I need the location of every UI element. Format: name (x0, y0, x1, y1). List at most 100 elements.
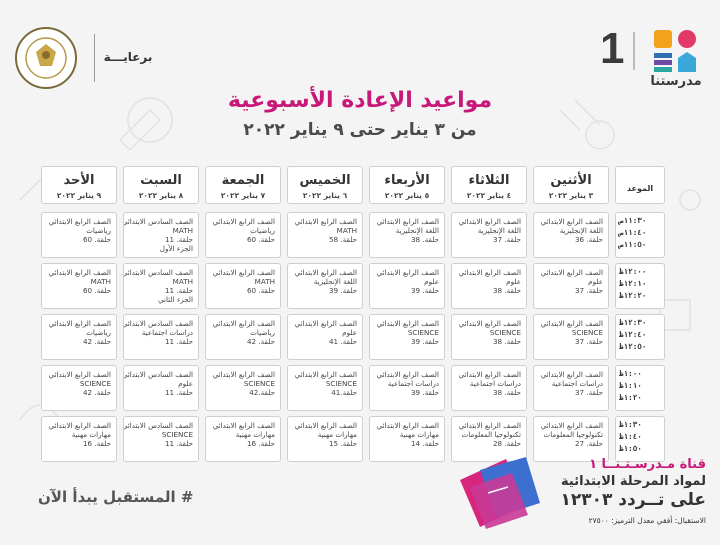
lesson-cell: الصف الرابع الابتدائي علوم حلقة. 39 (369, 263, 445, 309)
lesson-text: حلقة.41 (331, 388, 357, 397)
lesson-text: حلقة. 11 (164, 388, 193, 397)
lesson-text: تكنولوجيا المعلومات (543, 430, 603, 439)
lesson-text: الصف الرابع الابتدائي (212, 319, 275, 328)
day-name: السبت (140, 173, 182, 188)
lesson-text: حلقة. 60 (246, 286, 275, 295)
lesson-cell: الصف الرابع الابتدائي SCIENCE حلقة. 38 (451, 314, 527, 360)
lesson-text: حلقة. 16 (82, 439, 111, 448)
schedule-row: ١٢:٠٠ظ ١٢:١٠ظ ١٢:٢٠ظ الصف الرابع الابتدائي ع… (41, 263, 665, 309)
time-slot: ١:١٠ظ (619, 381, 642, 390)
lesson-text: حلقة.42 (249, 388, 275, 397)
lesson-text: حلقة. 38 (492, 388, 521, 397)
lesson-text: حلقة. 60 (246, 235, 275, 244)
lesson-text: حلقة. 37 (574, 286, 603, 295)
schedule-row: ١:٠٠ظ ١:١٠ظ ١:٢٠ظ الصف الرابع الابتدائي دراس… (41, 365, 665, 411)
lesson-cell: الصف الرابع الابتدائي مهارات مهنية حلقة. 1… (369, 416, 445, 462)
logo-number: 1 (600, 24, 625, 73)
time-slot: ١:٤٠ظ (619, 432, 642, 441)
lesson-text: SCIENCE (79, 379, 111, 388)
time-slot-cell: ١٢:٠٠ظ ١٢:١٠ظ ١٢:٢٠ظ (615, 263, 665, 309)
lesson-text: MATH (172, 226, 193, 235)
logo-shapes-icon (654, 30, 696, 72)
lesson-text: علوم (342, 328, 357, 337)
lesson-text: الصف الرابع الابتدائي (212, 268, 275, 277)
lesson-cell: الصف السادس الابتدائي MATH حلقة. 11 الجزء ا… (123, 212, 199, 258)
lesson-text: حلقة. 36 (574, 235, 603, 244)
lesson-text: دراسات اجتماعية (469, 379, 521, 388)
lesson-text: SCIENCE (161, 430, 193, 439)
day-date: ٧ يناير ٢٠٢٢ (220, 191, 266, 200)
lesson-text: علوم (178, 379, 193, 388)
lesson-text: الصف السادس الابتدائي (123, 421, 193, 430)
lesson-text: الصف الرابع الابتدائي (294, 217, 357, 226)
lesson-text: حلقة. 42 (82, 337, 111, 346)
reception-line: الاستقبال: أفقي معدل الترميز: ٢٧٥٠٠ (588, 516, 706, 525)
lesson-text: MATH (172, 277, 193, 286)
lesson-text: MATH (254, 277, 275, 286)
time-slot: ١:٠٠ظ (619, 369, 642, 378)
lesson-text: حلقة. 14 (410, 439, 439, 448)
lesson-cell: الصف الرابع الابتدائي رياضيات حلقة. 60 (205, 212, 281, 258)
time-slot: ١١:٤٠ص (619, 228, 647, 237)
lesson-cell: الصف السادس الابتدائي MATH حلقة. 11 الجزء ا… (123, 263, 199, 309)
lesson-text: الصف الرابع الابتدائي (376, 421, 439, 430)
lesson-cell: الصف السادس الابتدائي علوم حلقة. 11 (123, 365, 199, 411)
madrasatna-logo: 1 مدرستنا (600, 22, 710, 92)
books-illustration (460, 457, 540, 529)
page-title: مواعيد الإعادة الأسبوعية (227, 88, 493, 113)
lesson-cell: الصف الرابع الابتدائي اللغة الإنجليزية حلق… (533, 212, 609, 258)
day-header: الأثنين ٣ يناير ٢٠٢٢ (533, 166, 609, 204)
day-header: الخميس ٦ يناير ٢٠٢٢ (287, 166, 363, 204)
lesson-text: دراسات اجتماعية (387, 379, 439, 388)
lesson-cell: الصف الرابع الابتدائي SCIENCE حلقة. 39 (369, 314, 445, 360)
lesson-text: حلقة. 38 (410, 235, 439, 244)
lesson-text: حلقة. 42 (82, 388, 111, 397)
lesson-text: MATH (90, 277, 111, 286)
time-slot: ١٢:٥٠ظ (619, 342, 647, 351)
day-header: الثلاثاء ٤ يناير ٢٠٢٢ (451, 166, 527, 204)
time-slot: ١٢:٢٠ظ (619, 291, 647, 300)
lesson-text: الصف الرابع الابتدائي (48, 217, 111, 226)
lesson-text: الصف الرابع الابتدائي (376, 268, 439, 277)
channel-info: قناة مـدرسـتـنــا ١ لمواد المرحلة الابتد… (526, 456, 706, 526)
lesson-text: الصف الرابع الابتدائي (458, 268, 521, 277)
lesson-text: MATH (336, 226, 357, 235)
lesson-text: حلقة. 58 (328, 235, 357, 244)
lesson-text: حلقة. 39 (410, 337, 439, 346)
lesson-text: مهارات مهنية (317, 430, 357, 439)
lesson-text: حلقة. 42 (246, 337, 275, 346)
time-slot: ١٢:١٠ظ (619, 279, 647, 288)
lesson-text: حلقة. 11 (164, 286, 193, 295)
lesson-text: دراسات اجتماعية (551, 379, 603, 388)
lesson-text: الصف السادس الابتدائي (123, 370, 193, 379)
lesson-text: علوم (424, 277, 439, 286)
lesson-text: الصف الرابع الابتدائي (294, 370, 357, 379)
day-date: ٣ يناير ٢٠٢٢ (548, 191, 594, 200)
header: 1 مدرستنا برعايـــة مواعيد الإعادة الأسب… (0, 0, 720, 150)
lesson-text: الصف الرابع الابتدائي (294, 268, 357, 277)
schedule-row: ١١:٣٠ص ١١:٤٠ص ١١:٥٠ص الصف الرابع الابتدائي ا… (41, 212, 665, 258)
lesson-cell: الصف السادس الابتدائي دراسات اجتماعية حلقة… (123, 314, 199, 360)
logo-divider (633, 32, 635, 70)
lesson-text: الصف الرابع الابتدائي (458, 217, 521, 226)
time-slot: ١١:٣٠ص (619, 216, 647, 225)
header-row: الموعد الأثنين ٣ يناير ٢٠٢٢ الثلاثاء ٤ يناير… (41, 166, 665, 204)
lesson-text: حلقة. 37 (492, 235, 521, 244)
lesson-text: حلقة. 11 (164, 337, 193, 346)
lesson-text: الصف السادس الابتدائي (123, 268, 193, 277)
lesson-cell: الصف الرابع الابتدائي MATH حلقة. 58 (287, 212, 363, 258)
day-date: ٨ يناير ٢٠٢٢ (138, 191, 184, 200)
lesson-cell: الصف الرابع الابتدائي مهارات مهنية حلقة. 1… (205, 416, 281, 462)
lesson-text: الصف الرابع الابتدائي (48, 370, 111, 379)
lesson-cell: الصف الرابع الابتدائي MATH حلقة. 60 (205, 263, 281, 309)
page-subtitle: من ٣ يناير حتى ٩ يناير ٢٠٢٢ (243, 120, 477, 140)
time-slot: ١:٢٠ظ (619, 393, 642, 402)
lesson-text: الصف السادس الابتدائي (123, 217, 193, 226)
time-slot: ١:٥٠ظ (619, 444, 642, 453)
lesson-text: الصف الرابع الابتدائي (540, 319, 603, 328)
time-slot-cell: ١:٠٠ظ ١:١٠ظ ١:٢٠ظ (615, 365, 665, 411)
day-name: الأحد (63, 173, 95, 188)
lesson-text: الجزء الأول (159, 244, 193, 253)
lesson-text: اللغة الإنجليزية (559, 226, 603, 235)
lesson-text: SCIENCE (325, 379, 357, 388)
